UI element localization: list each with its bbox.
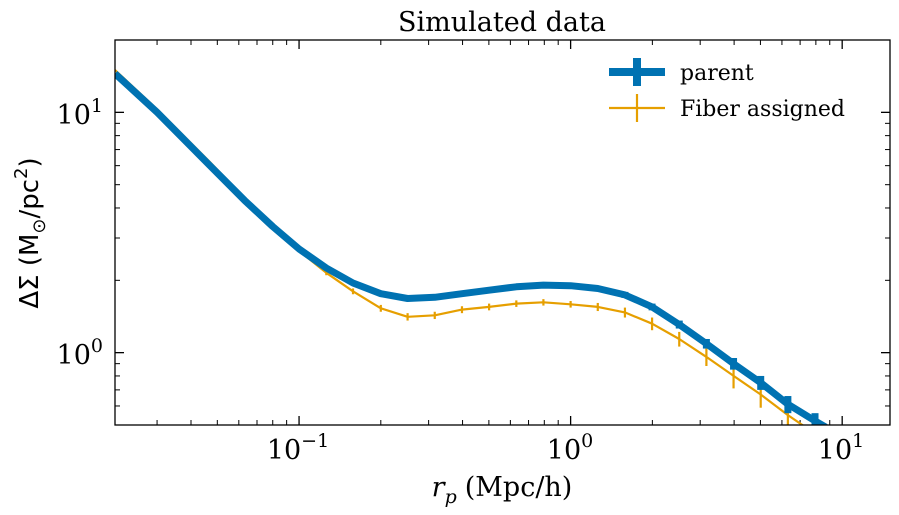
plot-frame — [114, 39, 891, 426]
x-tick-label-10: 101 — [818, 430, 864, 466]
x-tick-labels: 10−1 100 101 — [267, 430, 864, 466]
x-tick-label-0.1: 10−1 — [267, 430, 329, 466]
series-layer — [115, 69, 828, 425]
plot-background — [115, 40, 890, 425]
x-tick-label-1: 100 — [547, 430, 593, 466]
y-tick-labels: 100 101 — [57, 95, 103, 371]
y-tick-label-1: 100 — [57, 335, 103, 371]
legend-fiber-label: Fiber assigned — [680, 97, 845, 122]
x-axis-label: rp (Mpc/h) — [432, 472, 573, 508]
chart-title: Simulated data — [398, 7, 606, 38]
minor-ticks — [115, 39, 890, 426]
y-axis-label: ΔΣ (M⊙/pc2) — [11, 157, 50, 308]
series-line-parent — [115, 71, 828, 425]
y-tick-label-10: 101 — [57, 95, 103, 131]
series-parent — [115, 71, 828, 425]
legend-parent-label: parent — [680, 61, 754, 86]
major-ticks — [115, 40, 890, 425]
legend: parent Fiber assigned — [609, 58, 845, 122]
